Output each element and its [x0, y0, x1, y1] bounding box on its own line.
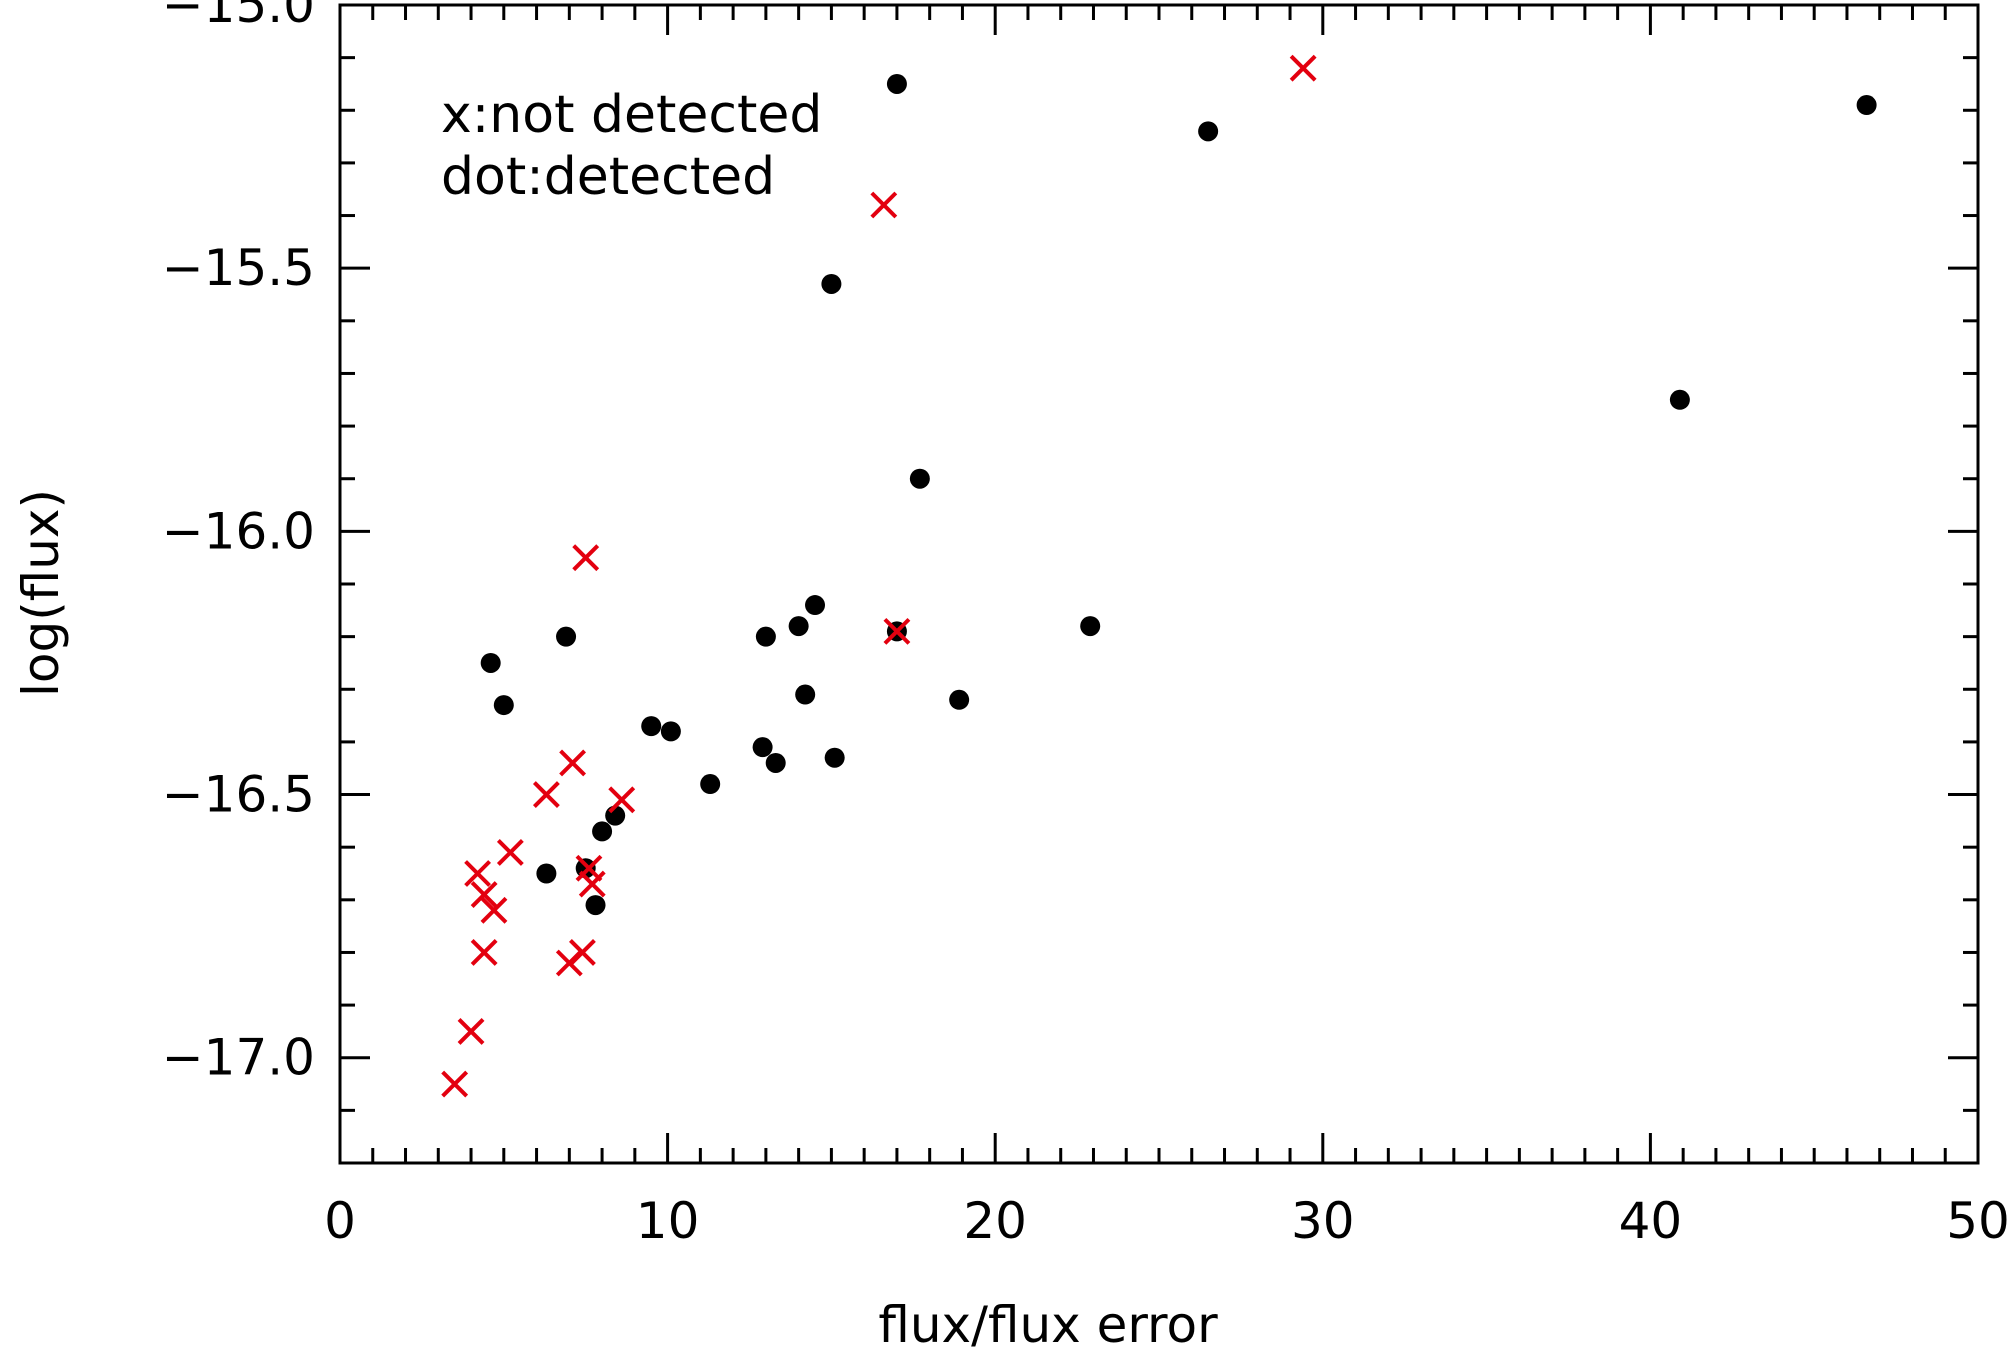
not-detected-point	[555, 949, 583, 977]
y-axis-title: log(flux)	[12, 489, 70, 697]
detected-point	[949, 689, 970, 710]
detected-point	[788, 616, 809, 637]
x-axis-title: flux/flux error	[878, 1296, 1218, 1354]
x-tick-label: 40	[1619, 1192, 1683, 1250]
detected-point	[480, 652, 501, 673]
not-detected-point	[1289, 54, 1317, 82]
detected-point	[1080, 616, 1101, 637]
y-tick-label: −16.5	[162, 766, 315, 824]
detected-point	[585, 895, 606, 916]
detected-point	[1669, 389, 1690, 410]
detected-point	[700, 774, 721, 795]
x-tick-label: 50	[1946, 1192, 2010, 1250]
detected-point	[765, 752, 786, 773]
detected-point	[821, 273, 842, 294]
y-tick-label: −15.0	[162, 0, 315, 34]
tick-labels: 0 10 20 30 40 50 −17.0 −16.5 −16.0 −15.5 −15.0	[162, 0, 2010, 1250]
detected-point	[556, 626, 577, 647]
not-detected-point	[441, 1070, 469, 1098]
legend-entry-detected: dot:detected	[441, 147, 775, 207]
x-tick-label: 0	[324, 1192, 356, 1250]
detected-point	[752, 737, 773, 758]
not-detected-point	[496, 839, 524, 866]
detected-point	[824, 747, 845, 768]
detected-point	[1198, 121, 1219, 142]
not-detected-point	[464, 860, 492, 887]
x-tick-label: 30	[1291, 1192, 1355, 1250]
axis-ticks	[338, 3, 1980, 1165]
not-detected-point	[470, 881, 498, 908]
detected-point	[886, 73, 907, 94]
detected-point	[641, 716, 662, 737]
detected-point	[493, 695, 514, 716]
not-detected-point	[532, 781, 560, 808]
detected-point	[660, 721, 681, 742]
not-detected-point	[470, 939, 498, 966]
not-detected-point	[559, 749, 587, 777]
not-detected-point	[480, 896, 508, 924]
data-points	[441, 54, 1877, 1098]
detected-point	[536, 863, 557, 884]
detected-point	[755, 626, 776, 647]
not-detected-point	[883, 617, 911, 645]
y-tick-label: −17.0	[162, 1029, 315, 1087]
y-tick-label: −16.0	[162, 502, 315, 560]
not-detected-point	[575, 854, 603, 882]
x-tick-label: 10	[636, 1192, 700, 1250]
x-tick-label: 20	[963, 1192, 1027, 1250]
not-detected-point	[870, 191, 898, 219]
legend-entry-not-detected: x:not detected	[441, 85, 822, 145]
detected-point	[909, 468, 930, 489]
y-tick-label: −15.5	[162, 239, 315, 297]
not-detected-point	[608, 786, 636, 814]
detected-point	[1856, 95, 1877, 116]
detected-point	[592, 821, 613, 842]
detected-point	[805, 595, 826, 616]
not-detected-point	[572, 544, 600, 572]
detected-point	[795, 684, 816, 705]
not-detected-point	[457, 1017, 485, 1045]
not-detected-point	[578, 870, 606, 898]
